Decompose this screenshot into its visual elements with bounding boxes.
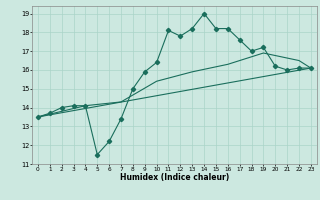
X-axis label: Humidex (Indice chaleur): Humidex (Indice chaleur) [120, 173, 229, 182]
